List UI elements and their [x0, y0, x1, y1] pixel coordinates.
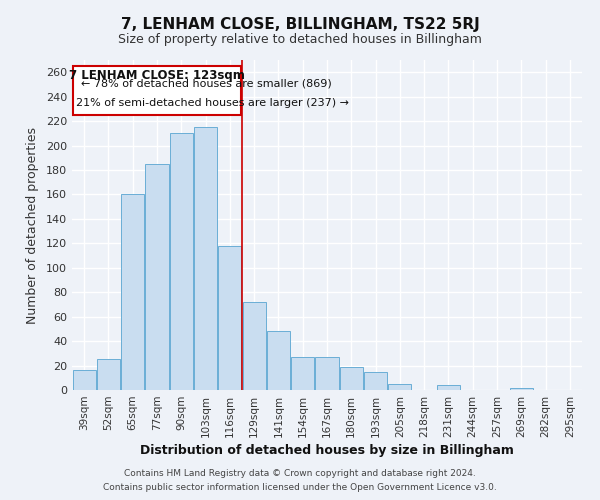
Bar — [364, 372, 387, 390]
Bar — [121, 194, 144, 390]
Bar — [170, 134, 193, 390]
Bar — [242, 302, 266, 390]
Y-axis label: Number of detached properties: Number of detached properties — [26, 126, 39, 324]
Bar — [97, 360, 120, 390]
Bar — [388, 384, 412, 390]
FancyBboxPatch shape — [73, 66, 241, 115]
Bar — [340, 367, 363, 390]
Bar — [267, 332, 290, 390]
Bar — [194, 127, 217, 390]
Text: 7 LENHAM CLOSE: 123sqm: 7 LENHAM CLOSE: 123sqm — [69, 70, 245, 82]
Bar — [510, 388, 533, 390]
Bar — [218, 246, 241, 390]
Text: Contains public sector information licensed under the Open Government Licence v3: Contains public sector information licen… — [103, 484, 497, 492]
Text: 21% of semi-detached houses are larger (237) →: 21% of semi-detached houses are larger (… — [76, 98, 349, 108]
Bar — [316, 357, 338, 390]
Bar — [291, 357, 314, 390]
Bar — [73, 370, 95, 390]
X-axis label: Distribution of detached houses by size in Billingham: Distribution of detached houses by size … — [140, 444, 514, 457]
Bar — [437, 385, 460, 390]
Bar — [145, 164, 169, 390]
Text: 7, LENHAM CLOSE, BILLINGHAM, TS22 5RJ: 7, LENHAM CLOSE, BILLINGHAM, TS22 5RJ — [121, 18, 479, 32]
Text: Contains HM Land Registry data © Crown copyright and database right 2024.: Contains HM Land Registry data © Crown c… — [124, 468, 476, 477]
Text: Size of property relative to detached houses in Billingham: Size of property relative to detached ho… — [118, 32, 482, 46]
Text: ← 78% of detached houses are smaller (869): ← 78% of detached houses are smaller (86… — [81, 79, 332, 89]
